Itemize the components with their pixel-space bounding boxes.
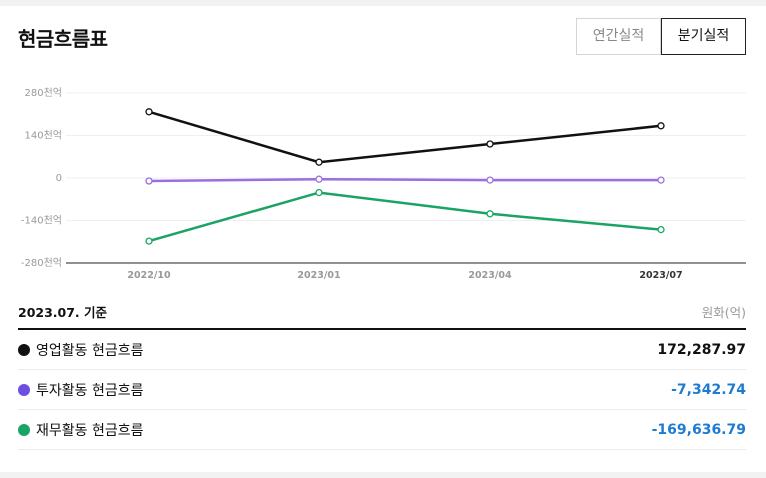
- y-tick-label: -140천억: [21, 215, 62, 227]
- page-title: 현금흐름표: [18, 27, 108, 51]
- data-point-financing[interactable]: [657, 225, 665, 234]
- data-point-operating[interactable]: [657, 122, 665, 130]
- legend-dot-icon: [18, 383, 30, 396]
- summary-row-value: -7,342.74: [671, 381, 746, 398]
- summary-unit: 원화(억): [701, 305, 746, 320]
- chart-grid: [66, 92, 746, 264]
- cash-flow-summary: 2023.07. 기준 원화(억) 영업활동 현금흐름 172,287.97 투자활…: [18, 302, 746, 450]
- summary-row-value: -169,636.79: [651, 421, 746, 438]
- data-point-operating[interactable]: [145, 108, 153, 116]
- data-point-operating[interactable]: [486, 140, 494, 148]
- summary-row: 영업활동 현금흐름 172,287.97: [18, 330, 746, 370]
- series-line-financing: [148, 191, 662, 243]
- tab-quarterly[interactable]: 분기실적: [661, 18, 746, 55]
- x-tick-label: 2023/01: [297, 270, 340, 281]
- x-tick-label: 2023/04: [468, 270, 512, 281]
- summary-row: 재무활동 현금흐름 -169,636.79: [18, 410, 746, 450]
- data-point-investing[interactable]: [486, 176, 494, 184]
- x-tick-label: 2022/10: [127, 270, 171, 281]
- y-tick-label: 0: [56, 173, 62, 184]
- series-line-investing: [148, 177, 661, 183]
- legend-dot-icon: [18, 423, 30, 436]
- x-tick-label: 2023/07: [639, 270, 682, 281]
- data-point-financing[interactable]: [315, 188, 323, 197]
- y-axis-ticks: 280천억 140천억 0 -140천억 -280천억: [21, 87, 62, 269]
- legend-dot-icon: [18, 343, 30, 356]
- period-toggle: 연간실적 분기실적: [576, 18, 746, 55]
- summary-row-label: 투자활동 현금흐름: [18, 380, 144, 400]
- cash-flow-card: 현금흐름표 연간실적 분기실적 280천억 140천억 0 -140천억 -280천억 …: [0, 6, 766, 472]
- data-point-investing[interactable]: [315, 175, 323, 183]
- summary-row-value: 172,287.97: [657, 341, 746, 358]
- summary-row: 투자활동 현금흐름 -7,342.74: [18, 370, 746, 410]
- data-point-operating[interactable]: [315, 158, 323, 166]
- data-point-financing[interactable]: [145, 237, 153, 245]
- x-axis-ticks: 2022/10 2023/01 2023/04 2023/07: [127, 270, 682, 281]
- series-line-operating: [148, 110, 662, 164]
- y-tick-label: -280천억: [21, 257, 62, 269]
- summary-row-label: 영업활동 현금흐름: [18, 340, 144, 360]
- tab-annual[interactable]: 연간실적: [576, 18, 661, 55]
- y-tick-label: 280천억: [25, 87, 63, 99]
- data-point-investing[interactable]: [657, 176, 665, 184]
- summary-row-text: 영업활동 현금흐름: [36, 342, 144, 359]
- chart-series: [145, 108, 665, 245]
- summary-header: 2023.07. 기준 원화(억): [18, 302, 746, 330]
- data-point-financing[interactable]: [486, 210, 494, 218]
- data-point-investing[interactable]: [145, 177, 153, 185]
- summary-row-text: 투자활동 현금흐름: [36, 382, 144, 399]
- summary-row-label: 재무활동 현금흐름: [18, 420, 144, 440]
- summary-date: 2023.07. 기준: [18, 305, 108, 320]
- summary-row-text: 재무활동 현금흐름: [36, 422, 144, 439]
- y-tick-label: 140천억: [25, 130, 63, 142]
